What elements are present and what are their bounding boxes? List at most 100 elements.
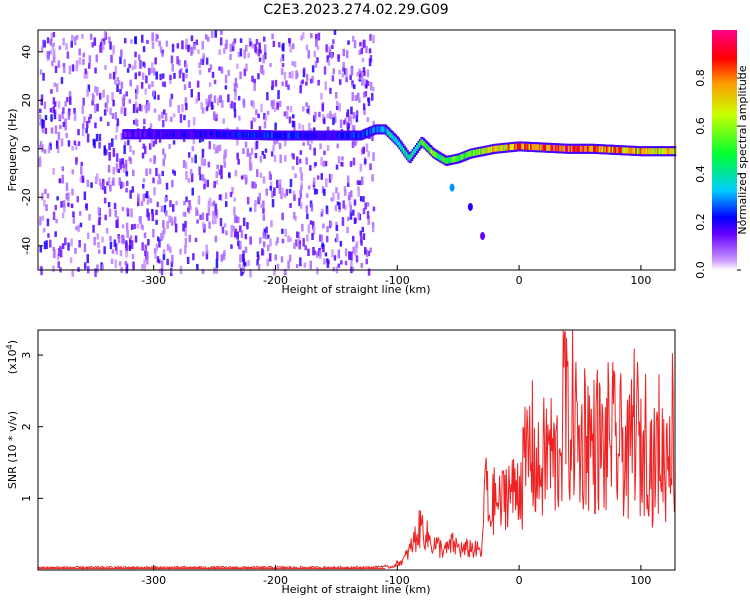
noise-cell [53, 101, 57, 107]
noise-cell [142, 193, 145, 202]
noise-cell [365, 45, 368, 54]
noise-cell [202, 53, 205, 60]
noise-cell [361, 226, 365, 233]
noise-cell [233, 109, 237, 118]
snr-multiplier: (x104) [5, 340, 19, 374]
noise-cell [187, 44, 190, 53]
noise-cell [338, 69, 341, 75]
noise-cell [233, 102, 236, 112]
noise-cell [339, 240, 343, 247]
noise-cell [57, 261, 60, 269]
noise-cell [291, 120, 295, 128]
noise-cell [183, 200, 186, 206]
noise-cell [206, 179, 209, 188]
noise-cell [87, 232, 90, 240]
noise-cell [220, 165, 223, 172]
noise-cell [78, 48, 81, 56]
noise-cell [203, 184, 206, 190]
noise-cell [162, 253, 166, 260]
noise-cell [224, 149, 228, 158]
noise-cell [43, 200, 46, 207]
noise-cell [50, 127, 54, 134]
noise-cell [140, 82, 144, 89]
noise-cell [170, 93, 174, 100]
isolated-point [467, 202, 473, 211]
noise-cell [327, 59, 331, 66]
noise-cell [99, 116, 103, 122]
noise-cell [225, 230, 228, 236]
noise-cell [298, 123, 301, 130]
noise-cell [271, 80, 274, 88]
noise-cell [215, 180, 219, 185]
noise-cell [164, 113, 168, 122]
noise-cell [257, 113, 260, 119]
noise-cell [258, 57, 262, 62]
noise-cell [45, 240, 48, 249]
noise-cell [231, 187, 234, 194]
noise-cell [176, 56, 179, 65]
noise-cell [156, 201, 159, 208]
noise-cell [82, 58, 85, 65]
noise-cell [215, 258, 219, 268]
noise-cell [336, 143, 339, 149]
noise-cell [39, 245, 42, 253]
noise-cell [117, 168, 121, 173]
noise-cell [135, 107, 139, 113]
noise-cell [123, 59, 126, 68]
noise-cell [215, 113, 218, 118]
noise-cell [78, 57, 82, 65]
noise-cell [54, 231, 57, 237]
noise-cell [292, 114, 295, 119]
noise-cell [52, 167, 55, 175]
noise-cell [63, 64, 66, 74]
noise-cell [322, 244, 325, 253]
noise-cell [307, 248, 310, 257]
noise-cell [336, 201, 340, 206]
noise-cell [173, 170, 176, 176]
noise-cell [154, 139, 158, 145]
spectrogram-x-ticks: -300 -200 -100 0 100 [141, 265, 651, 287]
noise-cell [213, 267, 216, 274]
noise-cell [82, 97, 85, 106]
noise-cell [234, 77, 238, 87]
noise-cell [281, 63, 285, 68]
noise-cell [112, 177, 115, 186]
noise-cell [176, 43, 180, 49]
noise-cell [300, 182, 303, 190]
noise-cell [179, 248, 182, 255]
noise-cell [281, 238, 285, 244]
noise-cell [272, 99, 276, 107]
noise-cell [153, 108, 157, 113]
noise-cell [251, 75, 254, 82]
noise-cell [146, 259, 149, 265]
noise-cell [54, 205, 57, 211]
noise-cell [182, 211, 186, 217]
noise-cell [335, 187, 338, 194]
noise-cell [111, 92, 114, 102]
noise-cell [213, 95, 217, 103]
noise-cell [306, 213, 309, 220]
noise-cell [369, 34, 372, 41]
noise-cell [368, 48, 372, 54]
figure-title: C2E3.2023.274.02.29.G09 [263, 2, 448, 18]
noise-cell [188, 81, 191, 88]
noise-cell [141, 152, 145, 159]
noise-cell [89, 33, 93, 40]
noise-cell [372, 120, 375, 126]
noise-cell [328, 46, 331, 53]
noise-cell [122, 163, 125, 169]
noise-cell [365, 143, 369, 152]
noise-cell [77, 141, 81, 146]
noise-cell [120, 107, 123, 114]
colorbar-tick-label: 0.8 [694, 69, 707, 87]
noise-cell [190, 173, 194, 183]
noise-cell [40, 94, 44, 100]
noise-cell [309, 144, 312, 150]
noise-cell [363, 70, 366, 77]
noise-cell [112, 166, 115, 175]
noise-cell [249, 236, 252, 245]
noise-cell [42, 227, 46, 233]
noise-cell [288, 254, 292, 262]
noise-cell [79, 176, 83, 183]
noise-cell [57, 247, 61, 257]
